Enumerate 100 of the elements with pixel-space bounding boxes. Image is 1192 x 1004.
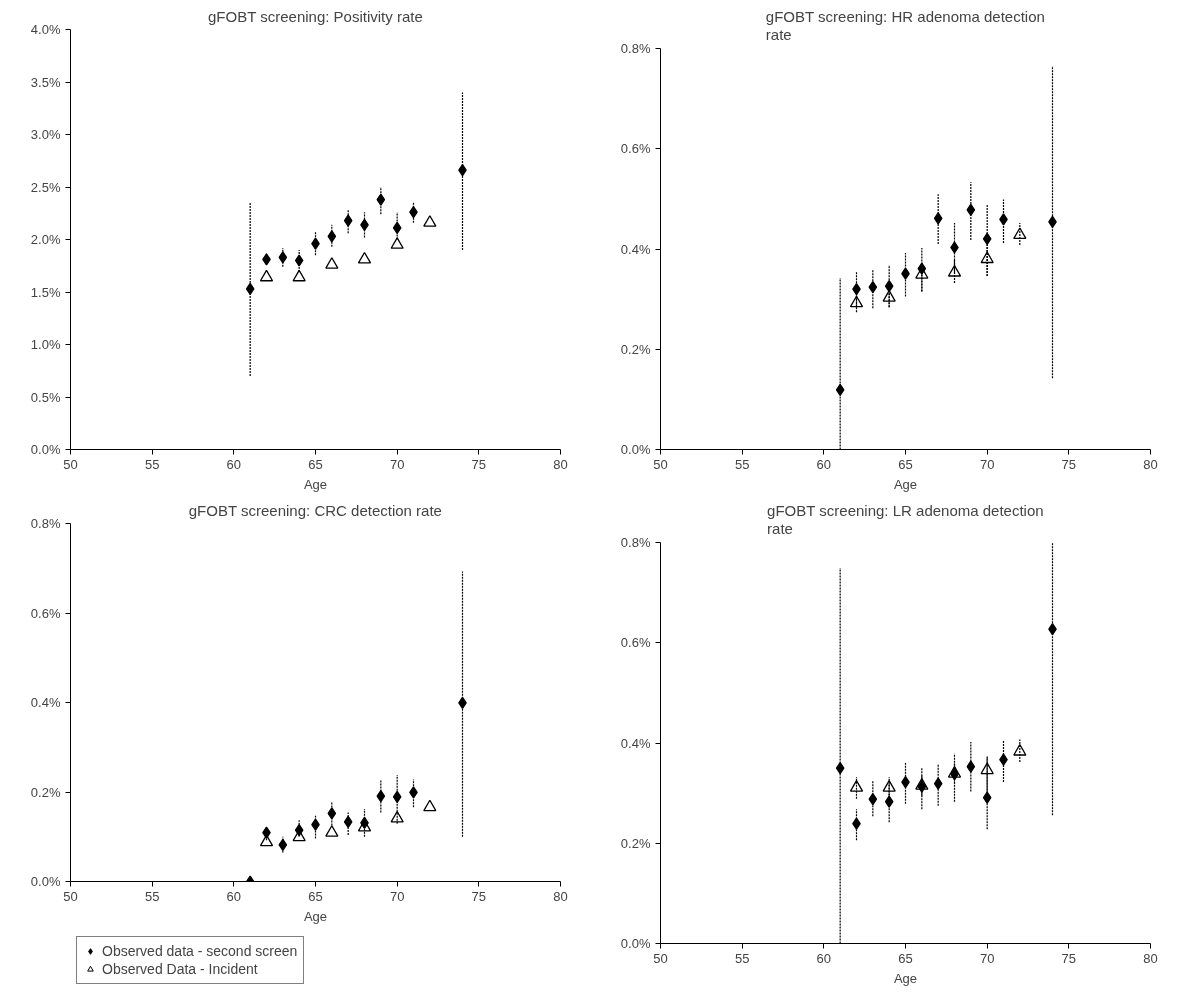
- x-tick-label: 80: [553, 888, 568, 904]
- x-axis-title: Age: [893, 970, 918, 986]
- point: [835, 383, 845, 396]
- x-tick-label: 65: [308, 456, 323, 472]
- point: [1013, 743, 1027, 756]
- x-tick-label: 60: [816, 950, 832, 966]
- point: [245, 282, 255, 295]
- point: [376, 789, 386, 803]
- y-tick-label: 0.4%: [620, 241, 651, 257]
- chart-title: gFOBT screening: LR adenoma detection rate: [767, 501, 1044, 538]
- point: [933, 212, 943, 225]
- y-tick-label: 0.4%: [30, 695, 61, 710]
- legend-label: Observed Data - Incident: [102, 961, 258, 977]
- x-tick-label: 70: [979, 456, 995, 472]
- point: [278, 251, 288, 264]
- point: [982, 791, 992, 804]
- x-tick-label: 50: [653, 950, 668, 966]
- point: [343, 815, 353, 829]
- legend-label: Observed data - second screen: [102, 943, 298, 959]
- y-tick-label: 0.6%: [620, 635, 651, 651]
- x-tick-label: 50: [653, 456, 668, 472]
- x-tick-label: 75: [471, 456, 487, 472]
- y-tick-label: 1.0%: [30, 337, 61, 352]
- x-axis-title: Age: [893, 476, 918, 492]
- point: [423, 215, 437, 227]
- point: [392, 221, 402, 235]
- point: [325, 257, 339, 269]
- x-tick-label: 75: [471, 888, 487, 904]
- x-tick-label: 75: [1061, 950, 1077, 966]
- x-tick-label: 75: [1061, 456, 1077, 472]
- point: [884, 279, 894, 293]
- y-tick-label: 2.5%: [30, 179, 61, 195]
- point: [1013, 227, 1027, 240]
- x-tick-label: 80: [553, 456, 568, 472]
- x-tick-label: 65: [898, 456, 913, 472]
- point: [259, 834, 274, 847]
- y-tick-label: 1.5%: [30, 284, 61, 300]
- point: [327, 807, 337, 820]
- y-tick-label: 0.0%: [620, 442, 651, 457]
- point: [390, 810, 404, 823]
- point: [849, 295, 864, 308]
- y-tick-label: 0.4%: [620, 735, 651, 751]
- y-tick-label: 0.8%: [620, 535, 651, 550]
- point: [278, 838, 288, 851]
- x-tick-label: 70: [979, 950, 995, 966]
- point: [327, 230, 337, 243]
- x-axis-title: Age: [303, 908, 328, 924]
- x-tick-label: 55: [144, 888, 160, 904]
- x-tick-label: 65: [308, 888, 323, 904]
- point: [294, 254, 304, 267]
- x-tick-label: 55: [734, 950, 750, 966]
- x-tick-label: 70: [389, 888, 405, 904]
- point: [849, 780, 864, 792]
- point: [392, 790, 402, 804]
- x-axis-title: Age: [303, 476, 328, 492]
- x-tick-label: 55: [144, 456, 160, 472]
- point: [966, 203, 976, 217]
- chart-title: gFOBT screening: HR adenoma detection rate: [765, 7, 1045, 44]
- point: [868, 792, 878, 806]
- y-tick-label: 0.5%: [30, 389, 61, 405]
- y-tick-label: 2.0%: [30, 232, 61, 247]
- point: [882, 290, 896, 302]
- point: [947, 264, 962, 277]
- y-tick-label: 0.6%: [30, 605, 61, 621]
- x-tick-label: 60: [816, 456, 832, 472]
- y-tick-label: 0.0%: [30, 442, 61, 457]
- x-tick-label: 50: [63, 456, 78, 472]
- chart-title: gFOBT screening: Positivity rate: [207, 7, 423, 25]
- point: [325, 825, 339, 837]
- chart-title: gFOBT screening: CRC detection rate: [188, 501, 442, 519]
- x-tick-label: 70: [389, 456, 405, 472]
- point: [376, 193, 386, 206]
- point: [357, 251, 372, 264]
- x-tick-label: 60: [226, 456, 242, 472]
- y-tick-label: 3.0%: [30, 127, 61, 142]
- y-tick-label: 3.5%: [30, 74, 61, 90]
- point: [292, 269, 306, 282]
- point: [980, 762, 994, 775]
- point: [980, 251, 994, 264]
- y-tick-label: 0.0%: [620, 936, 651, 951]
- y-tick-label: 0.0%: [30, 874, 61, 889]
- point: [259, 269, 274, 282]
- y-tick-label: 0.2%: [620, 835, 651, 851]
- point: [882, 780, 896, 792]
- x-tick-label: 65: [898, 950, 913, 966]
- point: [868, 280, 878, 294]
- y-tick-label: 4.0%: [30, 22, 61, 37]
- x-tick-label: 80: [1143, 456, 1158, 472]
- y-tick-label: 0.8%: [30, 516, 61, 531]
- point: [933, 777, 943, 790]
- y-tick-label: 0.2%: [30, 784, 61, 800]
- x-tick-label: 80: [1143, 950, 1158, 966]
- y-tick-label: 0.8%: [620, 41, 651, 56]
- point: [835, 761, 845, 775]
- point: [884, 795, 894, 808]
- x-tick-label: 60: [226, 888, 242, 904]
- y-tick-label: 0.6%: [620, 141, 651, 157]
- point: [966, 760, 976, 773]
- x-tick-label: 50: [63, 888, 78, 904]
- point: [343, 214, 353, 227]
